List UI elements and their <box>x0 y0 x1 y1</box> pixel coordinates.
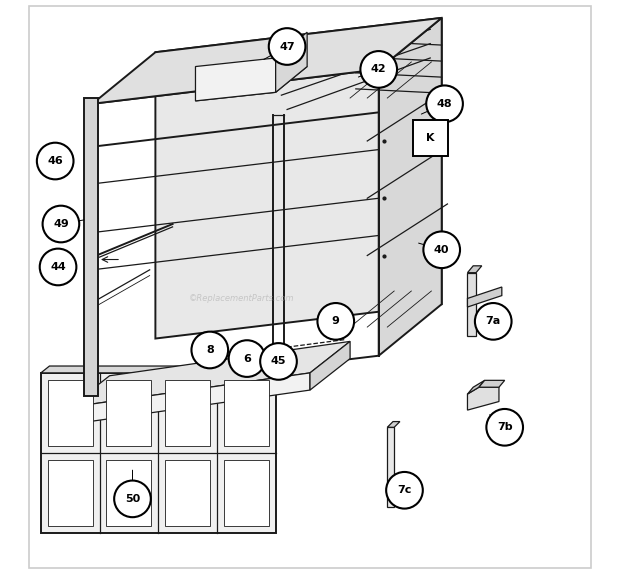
Polygon shape <box>467 266 482 273</box>
Polygon shape <box>107 460 151 526</box>
Polygon shape <box>48 460 93 526</box>
Polygon shape <box>209 354 223 363</box>
FancyBboxPatch shape <box>29 6 591 568</box>
Text: 46: 46 <box>47 156 63 166</box>
Circle shape <box>317 303 354 340</box>
Text: 40: 40 <box>434 245 450 255</box>
Polygon shape <box>195 58 276 101</box>
Polygon shape <box>48 380 93 446</box>
Polygon shape <box>310 342 350 390</box>
Polygon shape <box>69 373 310 424</box>
Circle shape <box>426 86 463 122</box>
Polygon shape <box>41 366 284 373</box>
Text: 8: 8 <box>206 345 214 355</box>
Polygon shape <box>467 387 499 410</box>
Text: 47: 47 <box>279 41 295 52</box>
Polygon shape <box>107 380 151 446</box>
Polygon shape <box>467 273 476 336</box>
Polygon shape <box>224 380 269 446</box>
Polygon shape <box>41 373 276 533</box>
Polygon shape <box>165 380 210 446</box>
Polygon shape <box>388 421 400 427</box>
Circle shape <box>423 231 460 268</box>
Polygon shape <box>247 346 255 353</box>
Text: 7a: 7a <box>485 316 501 327</box>
Text: 42: 42 <box>371 64 386 75</box>
Polygon shape <box>479 381 505 387</box>
Circle shape <box>40 249 76 285</box>
Text: 45: 45 <box>271 356 286 366</box>
Text: 9: 9 <box>332 316 340 327</box>
Text: 7c: 7c <box>397 485 412 495</box>
Polygon shape <box>84 98 98 396</box>
Circle shape <box>260 343 297 380</box>
Polygon shape <box>195 67 307 101</box>
Polygon shape <box>69 342 350 407</box>
Circle shape <box>486 409 523 445</box>
Circle shape <box>114 480 151 517</box>
Circle shape <box>229 340 265 377</box>
Circle shape <box>192 332 228 369</box>
Polygon shape <box>224 460 269 526</box>
Circle shape <box>43 205 79 242</box>
Polygon shape <box>156 18 441 339</box>
Circle shape <box>269 28 306 65</box>
Polygon shape <box>467 381 485 394</box>
Polygon shape <box>467 287 502 307</box>
Circle shape <box>386 472 423 509</box>
Text: 44: 44 <box>50 262 66 272</box>
Circle shape <box>37 143 74 179</box>
Text: 6: 6 <box>243 354 251 363</box>
Text: 49: 49 <box>53 219 69 229</box>
Polygon shape <box>388 427 394 507</box>
Polygon shape <box>379 18 441 356</box>
Circle shape <box>360 51 397 88</box>
Polygon shape <box>276 349 290 360</box>
Text: K: K <box>426 133 435 143</box>
Polygon shape <box>165 460 210 526</box>
Text: 7b: 7b <box>497 422 513 432</box>
Text: ©ReplacementParts.com: ©ReplacementParts.com <box>188 294 294 303</box>
FancyBboxPatch shape <box>413 121 448 156</box>
Text: 50: 50 <box>125 494 140 504</box>
Polygon shape <box>276 32 307 92</box>
Text: 48: 48 <box>436 99 453 108</box>
Circle shape <box>475 303 512 340</box>
Polygon shape <box>241 346 261 359</box>
Polygon shape <box>92 18 441 104</box>
